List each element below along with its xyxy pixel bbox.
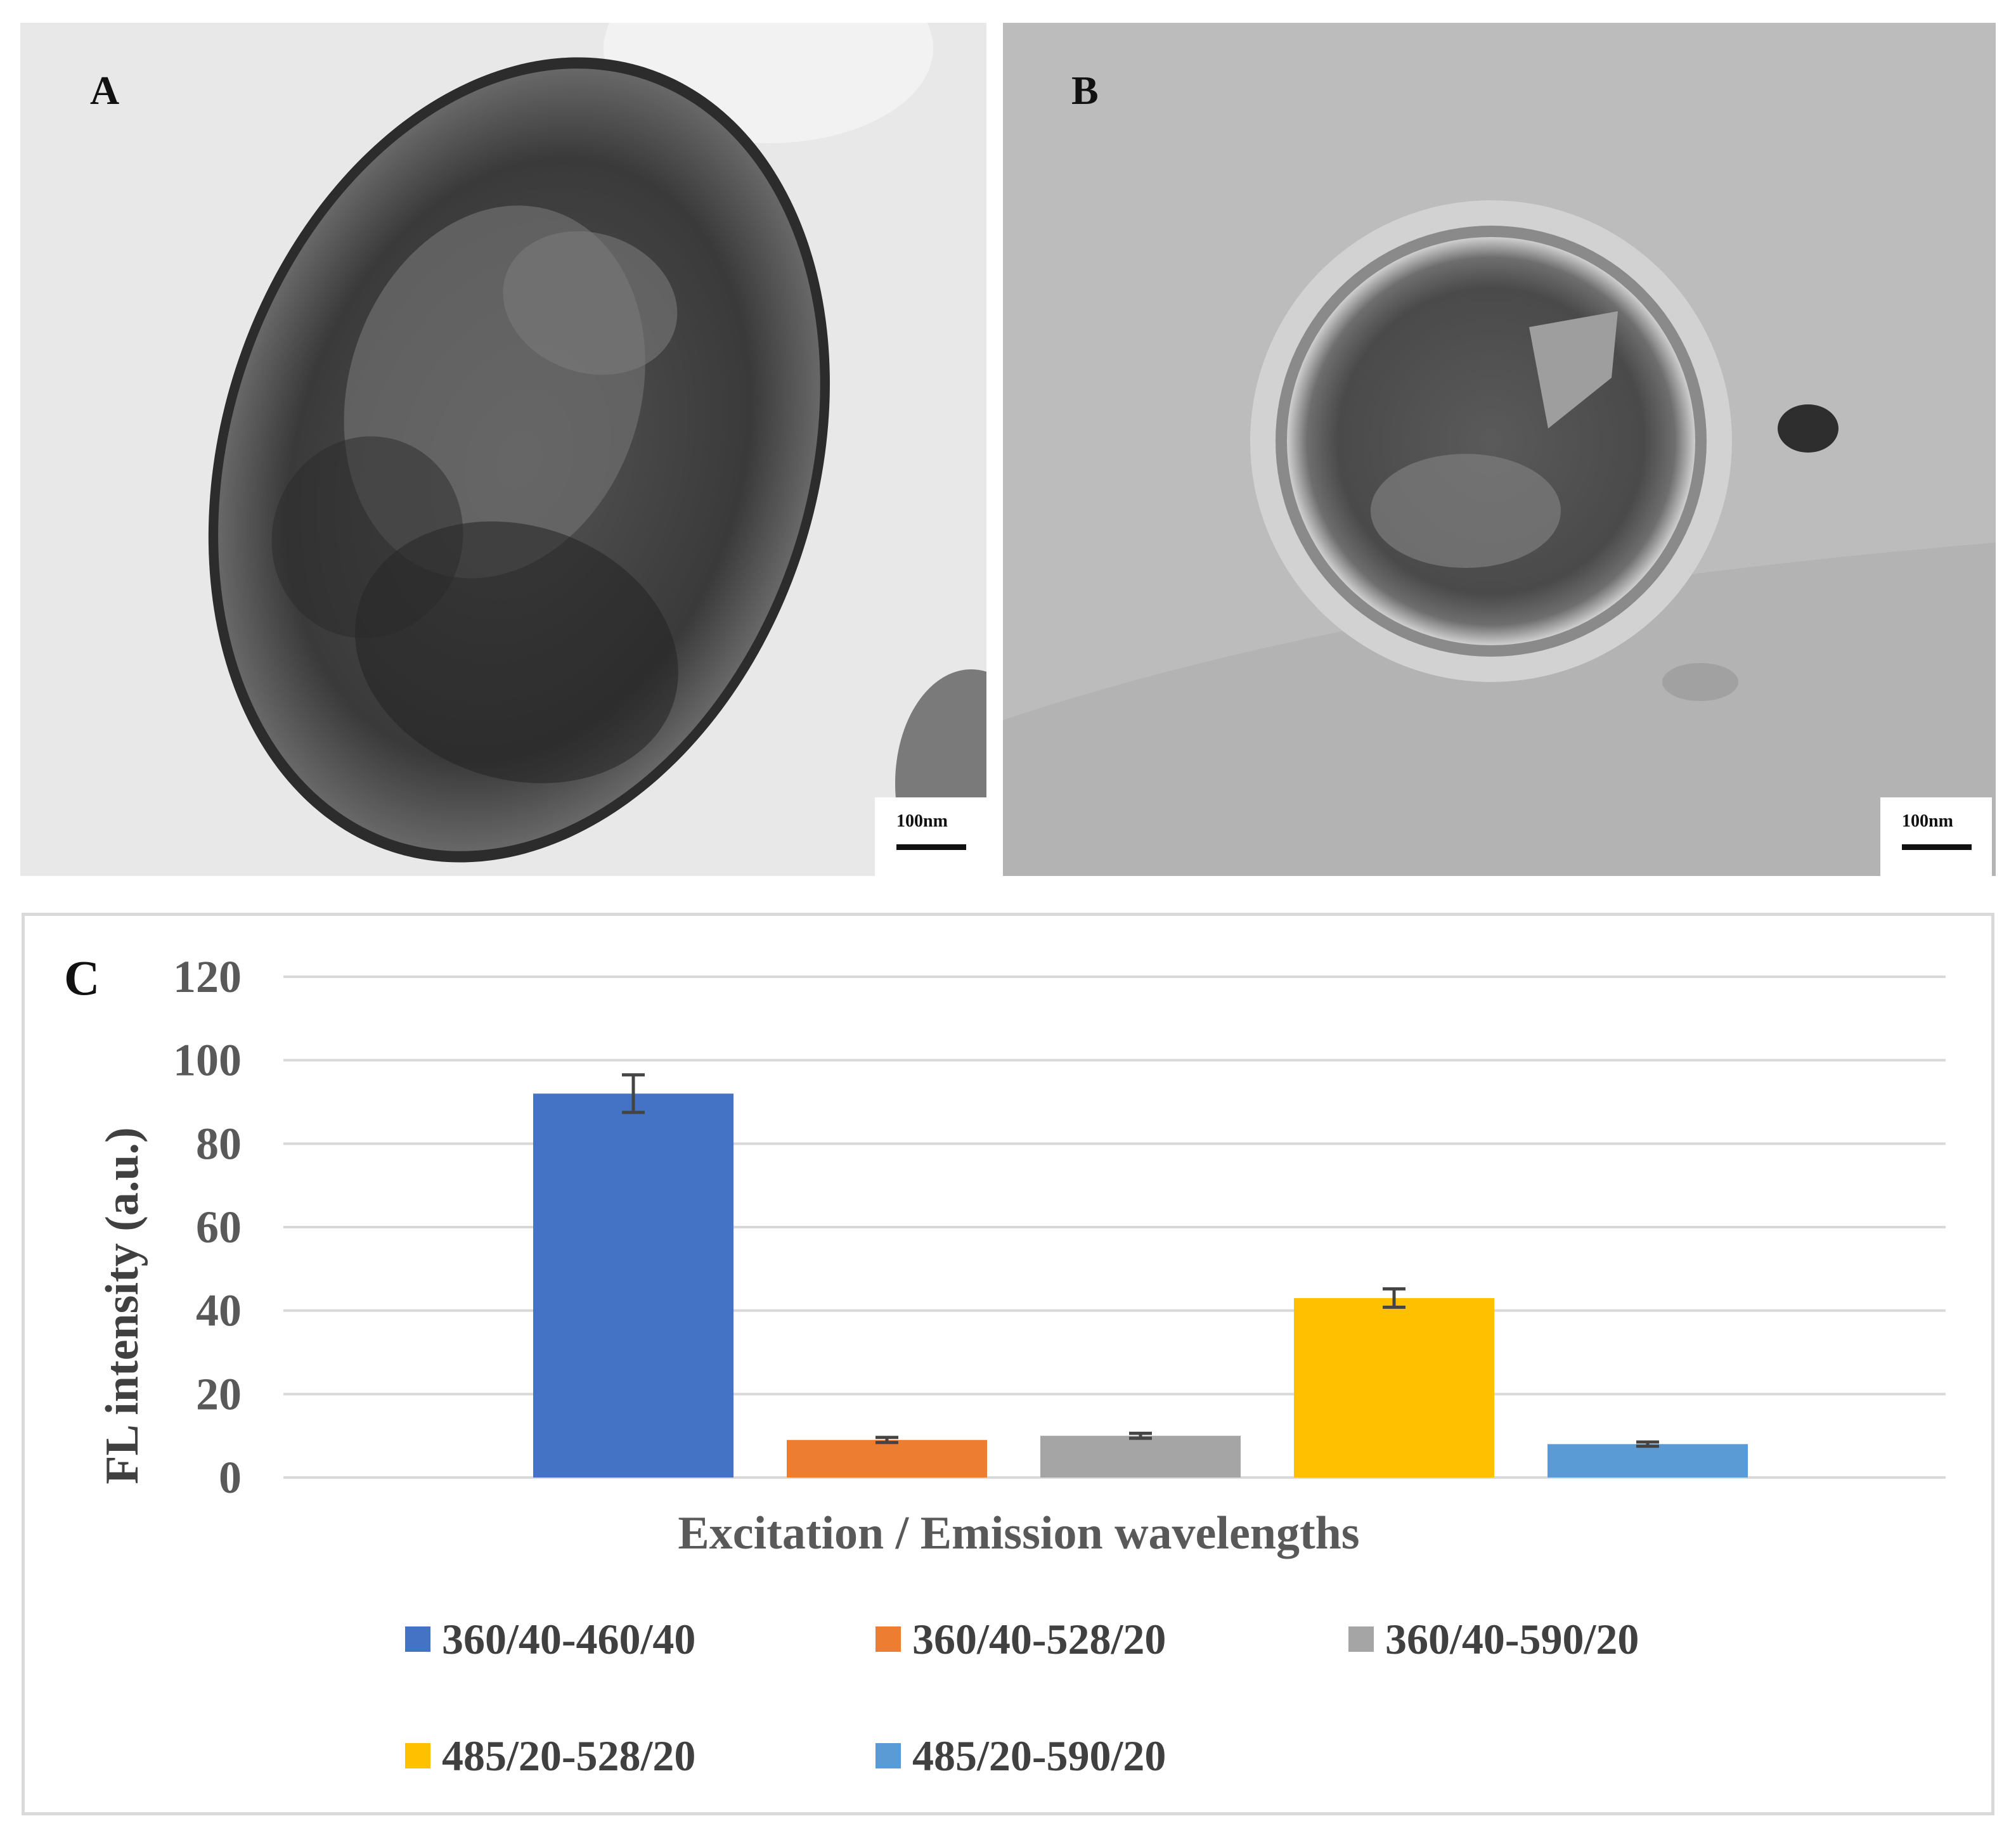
- y-tick-label: 80: [196, 1118, 242, 1169]
- bar: [1294, 1297, 1494, 1478]
- bar: [1040, 1436, 1241, 1478]
- legend-label: 360/40-460/40: [442, 1614, 696, 1663]
- y-tick-label: 60: [196, 1202, 242, 1252]
- bar: [533, 1093, 733, 1478]
- y-tick-labels: 0 20 40 60 80 100 120: [173, 951, 242, 1503]
- legend-label: 360/40-590/20: [1385, 1614, 1639, 1663]
- legend-item: 360/40-590/20: [1348, 1614, 1639, 1663]
- legend-swatch: [405, 1743, 430, 1768]
- micrograph-b: B 100nm: [1003, 23, 1996, 876]
- legend-swatch: [1348, 1626, 1374, 1652]
- legend-item: 485/20-590/20: [876, 1731, 1166, 1780]
- legend-swatch: [876, 1626, 901, 1652]
- micrograph-b-image: [1003, 23, 1996, 876]
- scale-bar-b: 100nm: [1880, 797, 1992, 876]
- y-tick-label: 100: [173, 1035, 242, 1086]
- y-tick-label: 120: [173, 951, 242, 1002]
- legend-item: 360/40-460/40: [405, 1614, 696, 1663]
- chart-panel-c: 0 20 40 60 80 100 120 C FL intensity (a.u.) Ex…: [22, 913, 1994, 1815]
- error-bar: [1636, 1440, 1659, 1448]
- panel-label-a: A: [90, 68, 120, 113]
- error-bar: [1383, 1287, 1405, 1309]
- legend-swatch: [876, 1743, 901, 1768]
- legend-item: 485/20-528/20: [405, 1731, 696, 1780]
- error-bar: [876, 1436, 898, 1445]
- scale-bar-a-label: 100nm: [896, 811, 948, 831]
- y-tick-label: 20: [196, 1368, 242, 1419]
- scale-bar-a-line: [896, 844, 966, 850]
- y-tick-label: 40: [196, 1285, 242, 1336]
- bar: [1548, 1444, 1748, 1478]
- scale-bar-a: 100nm: [875, 797, 986, 876]
- y-tick-label: 0: [219, 1452, 242, 1503]
- error-bar: [1129, 1431, 1152, 1440]
- panel-label-c: C: [64, 950, 100, 1005]
- bar-chart: 0 20 40 60 80 100 120 C FL intensity (a.u.) Ex…: [64, 950, 1946, 1559]
- y-axis-label: FL intensity (a.u.): [96, 1127, 148, 1484]
- gridlines: [283, 975, 1946, 1479]
- x-axis-label: Excitation / Emission wavelengths: [678, 1507, 1359, 1559]
- error-bar: [622, 1073, 645, 1114]
- bar: [787, 1439, 987, 1478]
- scale-bar-b-line: [1902, 844, 1972, 850]
- legend-label: 485/20-590/20: [912, 1731, 1166, 1780]
- micrograph-a: A 100nm: [20, 23, 986, 876]
- legend-item: 360/40-528/20: [876, 1614, 1166, 1663]
- legend-label: 485/20-528/20: [442, 1731, 696, 1780]
- scale-bar-b-label: 100nm: [1902, 811, 1953, 831]
- bars: [533, 1073, 1748, 1478]
- panel-label-b: B: [1071, 68, 1099, 113]
- legend-label: 360/40-528/20: [912, 1614, 1166, 1663]
- legend-swatch: [405, 1626, 430, 1652]
- micrograph-a-image: [20, 23, 986, 876]
